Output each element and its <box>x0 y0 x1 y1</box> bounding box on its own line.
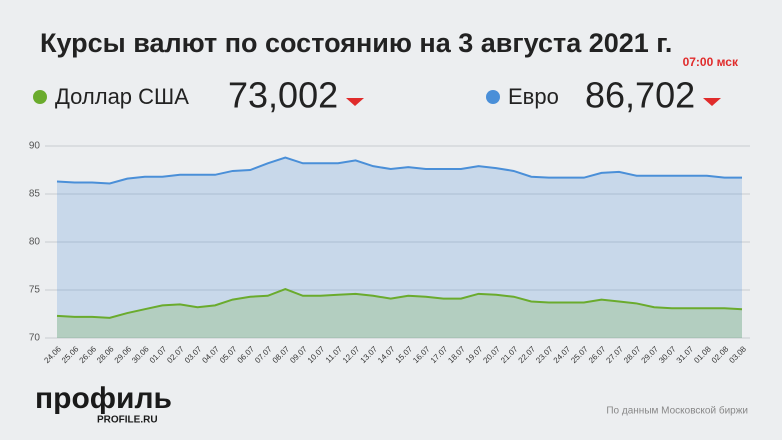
logo-url: PROFILE.RU <box>97 415 158 426</box>
current-value: 73,002 <box>228 75 338 116</box>
line <box>56 156 742 185</box>
legend-dot <box>33 90 47 104</box>
down-arrow <box>703 98 721 106</box>
y-tick-label: 70 <box>29 333 41 344</box>
down-arrow <box>346 98 364 106</box>
y-tick-label: 85 <box>29 189 41 200</box>
logo: профиль <box>35 382 172 415</box>
area-fill <box>57 157 742 338</box>
current-value: 86,702 <box>585 75 695 116</box>
chart-subtitle: 07:00 мск <box>683 55 739 69</box>
source: По данным Московской биржи <box>606 405 748 417</box>
y-tick-label: 75 <box>29 285 41 296</box>
line <box>56 287 743 319</box>
legend-label: Доллар США <box>55 84 189 109</box>
y-tick-label: 90 <box>29 141 41 152</box>
chart-title: Курсы валют по состоянию на 3 августа 20… <box>40 28 672 58</box>
legend-label: Евро <box>508 84 559 109</box>
y-tick-label: 80 <box>29 237 41 248</box>
legend-dot <box>486 90 500 104</box>
